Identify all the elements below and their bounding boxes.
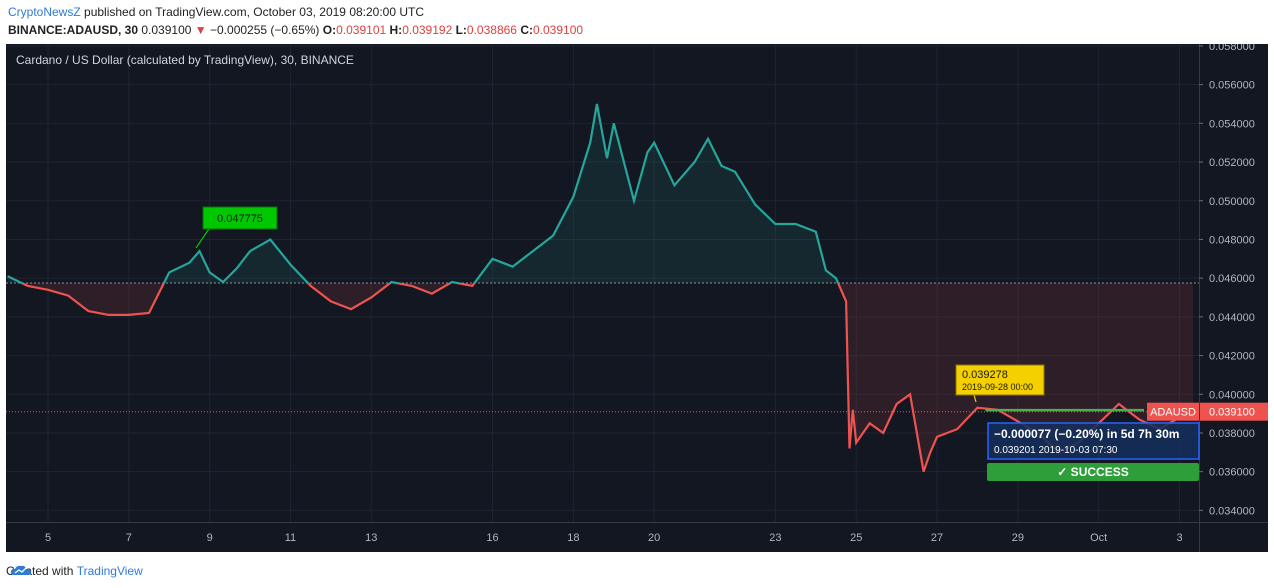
- x-tick-label: 16: [486, 532, 498, 544]
- publish-text: published on TradingView.com, October 03…: [84, 5, 425, 19]
- callout-box: [202, 206, 278, 230]
- y-tick-label: 0.048000: [1209, 234, 1255, 246]
- callout-box: [955, 364, 1045, 396]
- x-tick-label: 5: [45, 532, 51, 544]
- callout-pointer: [195, 228, 210, 249]
- symbol-info: BINANCE:ADAUSD, 30 0.039100 ▼ −0.000255 …: [8, 23, 583, 37]
- y-tick-label: 0.036000: [1209, 467, 1255, 479]
- price-line-above: [7, 103, 840, 283]
- y-tick-label: 0.054000: [1209, 118, 1255, 130]
- tradingview-cloud-icon: [10, 565, 32, 575]
- tradingview-link[interactable]: TradingView: [76, 564, 143, 578]
- callout-pointer: [973, 394, 977, 403]
- y-tick-label: 0.038000: [1209, 428, 1255, 440]
- success-label: ✓ SUCCESS: [1057, 465, 1128, 479]
- price-line-below: [19, 283, 1194, 473]
- symbol-label: BINANCE:ADAUSD, 30: [8, 23, 139, 37]
- close-value: 0.039100: [533, 23, 584, 37]
- x-tick-label: 18: [567, 532, 579, 544]
- success-badge-bg: [987, 463, 1199, 481]
- x-tick-label: 23: [769, 532, 781, 544]
- chart-area[interactable]: 0.034000 0.036000 0.038000 0.040000 0.042000…: [6, 44, 1268, 552]
- y-tick-label: 0.042000: [1209, 351, 1255, 363]
- callout-price: 0.039278: [962, 369, 1008, 381]
- price-tag-bg: [1200, 402, 1268, 421]
- y-tick-label: 0.052000: [1209, 157, 1255, 169]
- x-tick-label: Oct: [1090, 532, 1107, 544]
- footer: Created with TradingView: [0, 556, 1274, 588]
- position-info-box: −0.000077 (−0.20%) in 5d 7h 30m 0.039201 …: [987, 422, 1200, 460]
- high-label: H:: [389, 23, 403, 37]
- publish-info: CryptoNewsZ published on TradingView.com…: [8, 5, 424, 19]
- x-tick-label: 20: [648, 532, 660, 544]
- high-price-callout: 0.047775: [195, 206, 278, 249]
- chart-title: Cardano / US Dollar (calculated by Tradi…: [16, 53, 354, 67]
- y-tick-label: 0.044000: [1209, 312, 1255, 324]
- low-label: L:: [455, 23, 467, 37]
- chart-header: CryptoNewsZ published on TradingView.com…: [0, 0, 1274, 44]
- footer-credit: Created with TradingView: [6, 564, 143, 578]
- x-tick-label: 11: [285, 532, 296, 544]
- close-label: C:: [520, 23, 533, 37]
- success-badge: ✓ SUCCESS: [987, 463, 1199, 481]
- y-tick-label: 0.046000: [1209, 273, 1255, 285]
- price-change: −0.000255 (−0.65%): [210, 23, 320, 37]
- current-price-tag: ADAUSD 0.039100: [1147, 402, 1268, 421]
- x-tick-label: 25: [850, 532, 862, 544]
- y-tick-label: 0.034000: [1209, 505, 1255, 517]
- area-above-baseline: [7, 104, 1193, 283]
- symbol-tag-bg: [1147, 402, 1199, 421]
- price-chart[interactable]: 0.034000 0.036000 0.038000 0.040000 0.042000…: [6, 44, 1268, 552]
- author-link[interactable]: CryptoNewsZ: [8, 5, 81, 19]
- position-detail: 0.039201 2019-10-03 07:30: [994, 445, 1118, 456]
- y-axis-panel: [1199, 44, 1268, 552]
- x-tick-label: 29: [1012, 532, 1024, 544]
- high-value: 0.039192: [402, 23, 453, 37]
- x-tick-label: 9: [207, 532, 213, 544]
- y-tick-label: 0.040000: [1209, 389, 1255, 401]
- price-tag-value: 0.039100: [1209, 407, 1255, 419]
- x-tick-label: 13: [365, 532, 377, 544]
- symbol-tag-label: ADAUSD: [1150, 407, 1196, 419]
- x-tick-label: 7: [126, 532, 132, 544]
- x-tick-label: 3: [1176, 532, 1182, 544]
- low-value: 0.038866: [466, 23, 517, 37]
- open-label: O:: [322, 23, 337, 37]
- area-below-baseline: [7, 283, 1193, 472]
- callout-date: 2019-09-28 00:00: [962, 382, 1033, 392]
- y-tick-label: 0.056000: [1209, 80, 1255, 92]
- high-price-label: 0.047775: [217, 213, 263, 225]
- y-tick-label: 0.058000: [1209, 44, 1255, 53]
- last-price: 0.039100: [141, 23, 192, 37]
- x-tick-label: 27: [931, 532, 943, 544]
- open-value: 0.039101: [336, 23, 387, 37]
- position-box-bg: [987, 422, 1200, 460]
- position-change: −0.000077 (−0.20%) in 5d 7h 30m: [994, 427, 1179, 441]
- down-arrow-icon: ▼: [194, 23, 207, 37]
- y-tick-label: 0.050000: [1209, 196, 1255, 208]
